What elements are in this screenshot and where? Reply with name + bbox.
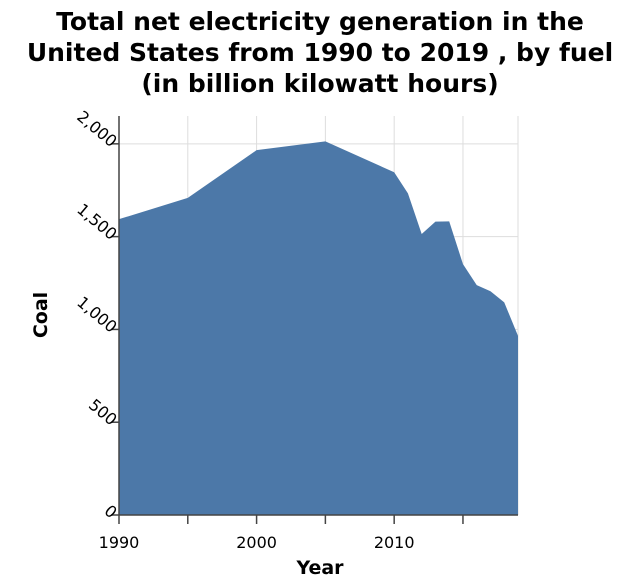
chart-title-line-2: United States from 1990 to 2019 , by fue… bbox=[27, 38, 613, 67]
chart-title-line-3: (in billion kilowatt hours) bbox=[141, 69, 498, 98]
x-tick-label: 2010 bbox=[374, 533, 415, 552]
chart-title: Total net electricity generation in the … bbox=[27, 7, 613, 98]
y-tick-label: 1,000 bbox=[73, 292, 120, 336]
x-axis-ticks: 1990 2000 2010 bbox=[99, 515, 464, 552]
y-tick-label: 1,500 bbox=[73, 200, 120, 244]
area-series bbox=[119, 141, 518, 515]
x-tick-label: 1990 bbox=[99, 533, 140, 552]
y-axis-title: Coal bbox=[30, 292, 52, 338]
x-axis-title: Year bbox=[295, 557, 344, 579]
x-tick-label: 2000 bbox=[236, 533, 277, 552]
y-axis-ticks: 0 500 1,000 1,500 2,000 bbox=[73, 107, 120, 522]
y-tick-label: 2,000 bbox=[73, 107, 120, 151]
axes bbox=[118, 116, 518, 516]
chart-title-line-1: Total net electricity generation in the bbox=[56, 7, 584, 36]
coal-area bbox=[119, 141, 518, 515]
y-tick-label: 0 bbox=[101, 501, 121, 522]
y-tick-label: 500 bbox=[85, 395, 121, 429]
